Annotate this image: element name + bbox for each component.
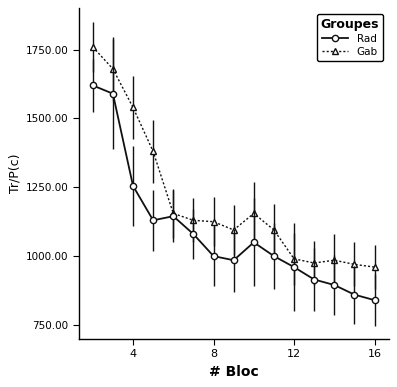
Y-axis label: Tr/P(c): Tr/P(c) (8, 154, 21, 193)
Legend: Rad, Gab: Rad, Gab (317, 14, 384, 61)
X-axis label: # Bloc: # Bloc (209, 365, 258, 378)
